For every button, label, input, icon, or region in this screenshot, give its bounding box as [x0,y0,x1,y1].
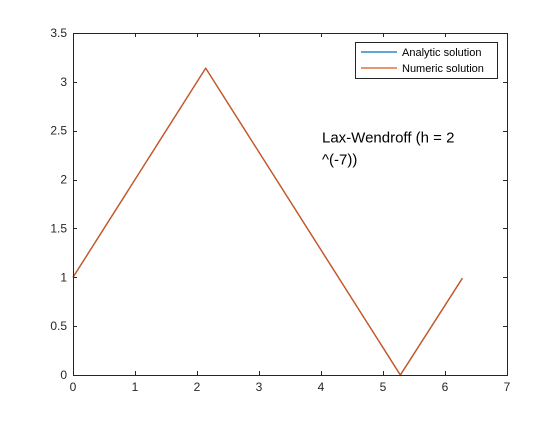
axes-box [73,33,508,376]
x-tick-label: 1 [132,380,139,394]
annotation: Lax-Wendroff (h = 2 ^(-7)) [322,129,454,168]
annotation-line-2: ^(-7)) [322,151,357,168]
legend-label: Analytic solution [402,47,482,59]
x-tick-label: 5 [380,380,387,394]
x-tick-label: 6 [442,380,449,394]
y-tick-label: 3.5 [50,26,67,40]
y-tick-label: 1.5 [50,221,67,235]
plot-area [73,33,507,375]
y-tick-label: 0 [60,368,67,382]
x-tick-label: 2 [194,380,201,394]
x-tick-label: 0 [70,380,77,394]
y-tick-label: 2 [60,173,67,187]
legend-label: Numeric solution [402,63,484,75]
legend: Analytic solution Numeric solution [355,42,498,79]
legend-box [355,42,498,79]
x-tick-label: 7 [504,380,511,394]
y-tick-label: 1 [60,270,67,284]
annotation-line-1: Lax-Wendroff (h = 2 [322,129,454,146]
y-tick-label: 2.5 [50,124,67,138]
y-tick-label: 0.5 [50,319,67,333]
series-line-numeric [72,67,463,376]
x-tick-label: 3 [256,380,263,394]
axes: 0 1 2 3 4 5 6 7 0 0.5 1 1.5 2 2.5 3 3.5 [50,26,510,394]
x-tick-label: 4 [318,380,325,394]
y-tick-label: 3 [60,75,67,89]
series-layer [72,67,463,376]
